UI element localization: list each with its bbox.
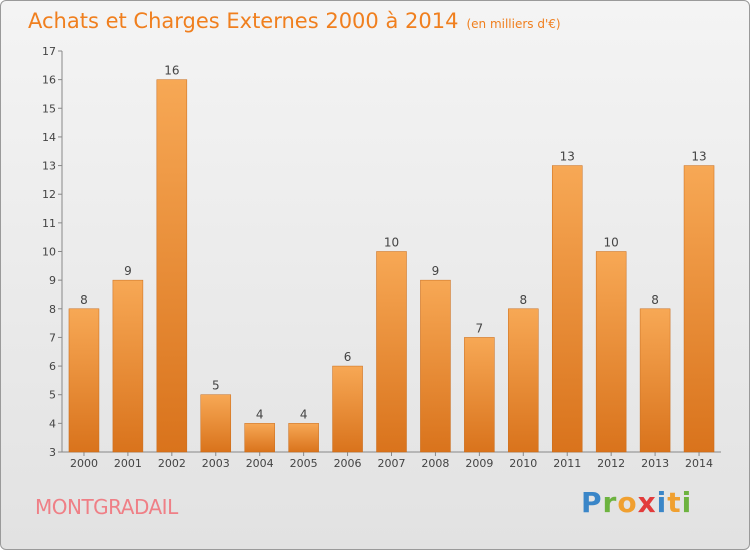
y-tick-label: 17 [42,45,56,58]
bar-2011 [551,165,583,453]
x-tick-label-2008: 2008 [421,457,449,470]
x-tick-label-2009: 2009 [465,457,493,470]
bar-2006 [332,365,363,453]
proxiti-logo: Proxiti [581,486,693,519]
bar-2002 [156,79,188,453]
bar-2014 [683,165,715,453]
y-tick-label: 8 [49,303,56,316]
x-tick-label-2010: 2010 [509,457,537,470]
value-label-2014: 13 [691,150,706,164]
y-tick-label: 5 [49,389,56,402]
y-tick-label: 4 [49,417,56,430]
x-tick-label-2002: 2002 [158,457,186,470]
x-tick-label-2001: 2001 [114,457,142,470]
bar-2001 [112,279,144,453]
x-tick-label-2011: 2011 [553,457,581,470]
value-label-2012: 10 [604,236,619,250]
bar-2000 [68,308,100,453]
y-tick-label: 7 [49,331,56,344]
y-tick-label: 15 [42,102,56,115]
x-tick-label-2003: 2003 [202,457,230,470]
x-tick-label-2004: 2004 [246,457,274,470]
y-tick-label: 3 [49,446,56,459]
value-label-2003: 5 [212,379,220,393]
value-label-2000: 8 [80,293,88,307]
y-tick-label: 10 [42,246,56,259]
y-tick-label: 12 [42,188,56,201]
x-tick-label-2000: 2000 [70,457,98,470]
chart-title: Achats et Charges Externes 2000 à 2014 [28,9,459,33]
x-tick-label-2013: 2013 [641,457,669,470]
bar-2012 [595,251,627,453]
bar-2007 [376,251,407,453]
x-tick-label-2006: 2006 [334,457,362,470]
value-label-2006: 6 [344,350,352,364]
bar-2004 [244,423,275,453]
bars [68,79,715,453]
x-tick-label-2014: 2014 [685,457,713,470]
y-tick-label: 11 [42,217,56,230]
chart-subtitle: (en milliers d'€) [466,17,561,31]
value-label-2013: 8 [651,293,659,307]
x-tick-label-2012: 2012 [597,457,625,470]
bar-2008 [420,279,451,453]
value-label-2005: 4 [300,407,308,421]
bar-2010 [508,308,539,453]
value-label-2011: 13 [560,150,575,164]
y-tick-label: 9 [49,274,56,287]
value-label-2010: 8 [519,293,527,307]
value-label-2009: 7 [476,321,484,335]
value-label-2008: 9 [432,264,440,278]
title-row: Achats et Charges Externes 2000 à 2014 (e… [28,9,561,33]
value-label-2001: 9 [124,264,132,278]
bar-2009 [464,337,495,453]
x-tick-label-2005: 2005 [290,457,318,470]
x-tick-label-2007: 2007 [378,457,406,470]
bar-2013 [639,308,671,453]
value-label-2002: 16 [164,64,179,78]
y-tick-label: 6 [49,360,56,373]
y-tick-label: 16 [42,74,56,87]
y-tick-label: 13 [42,160,56,173]
value-label-2004: 4 [256,407,264,421]
value-labels: 8 2000 9 2001 16 2002 5 2003 4 2004 4 2005 6 2006 10 20… [70,64,713,470]
bar-2003 [200,394,232,453]
commune-name: MONTGRADAIL [35,495,178,519]
bar-2005 [288,423,319,453]
value-label-2007: 10 [384,236,399,250]
y-tick-label: 14 [42,131,56,144]
